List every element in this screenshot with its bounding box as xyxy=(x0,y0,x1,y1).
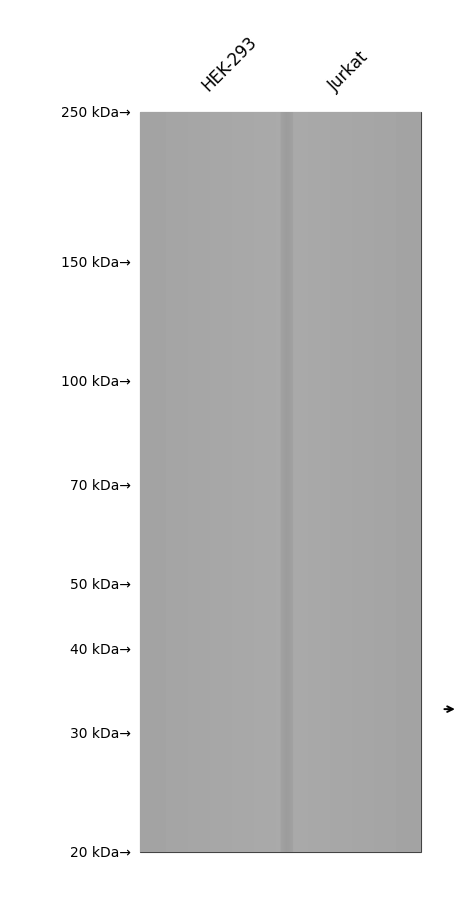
Ellipse shape xyxy=(285,682,413,736)
Ellipse shape xyxy=(181,690,291,724)
Ellipse shape xyxy=(309,695,389,723)
Text: HEK-293: HEK-293 xyxy=(198,32,260,95)
Ellipse shape xyxy=(297,689,401,730)
Text: 100 kDa→: 100 kDa→ xyxy=(61,374,131,388)
Bar xyxy=(140,113,420,852)
Text: Jurkat: Jurkat xyxy=(325,48,371,95)
Text: 30 kDa→: 30 kDa→ xyxy=(70,727,131,741)
Text: 50 kDa→: 50 kDa→ xyxy=(70,577,131,591)
Text: 250 kDa→: 250 kDa→ xyxy=(61,106,131,120)
Text: 150 kDa→: 150 kDa→ xyxy=(61,255,131,270)
Text: 20 kDa→: 20 kDa→ xyxy=(70,845,131,860)
Text: 40 kDa→: 40 kDa→ xyxy=(70,642,131,657)
Text: WWW.PTGLAB.COM: WWW.PTGLAB.COM xyxy=(206,444,340,566)
Text: 70 kDa→: 70 kDa→ xyxy=(70,479,131,492)
Ellipse shape xyxy=(165,682,308,733)
Ellipse shape xyxy=(148,673,325,741)
